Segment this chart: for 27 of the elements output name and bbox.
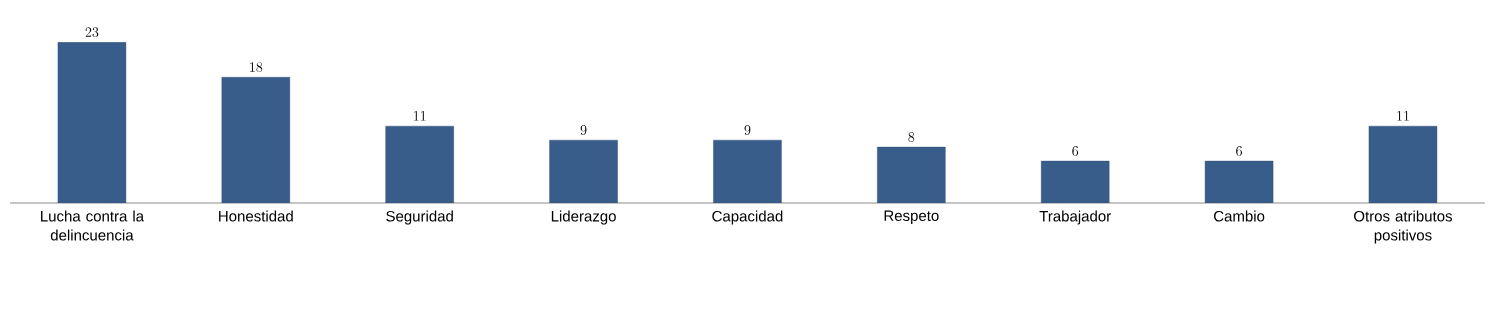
bar <box>1204 160 1274 203</box>
x-tick-label: Honestidad <box>219 210 293 222</box>
x-tick-label: Cambio <box>1214 210 1265 222</box>
data-label: 23 <box>85 27 99 38</box>
data-label: 18 <box>250 62 263 73</box>
data-label: 8 <box>908 132 915 142</box>
bar <box>385 125 454 203</box>
data-label: 6 <box>1236 146 1242 156</box>
bar <box>1041 160 1110 203</box>
x-tick-label: Lucha contra la delincuencia <box>41 210 145 241</box>
x-tick-label: Otros atributos positivos <box>1354 210 1452 244</box>
bar <box>877 146 946 203</box>
bar <box>713 139 782 203</box>
data-label: 11 <box>413 111 426 121</box>
x-tick-label: Seguridad <box>386 210 453 225</box>
data-label: 9 <box>744 125 751 135</box>
x-tick-label: Capacidad <box>712 210 783 225</box>
x-tick-label: Trabajador <box>1039 210 1111 225</box>
x-tick-label: Respeto <box>884 210 939 224</box>
bar <box>549 139 618 203</box>
bar <box>1368 125 1438 203</box>
data-label: 6 <box>1072 146 1079 156</box>
data-label: 11 <box>1397 111 1409 121</box>
bar <box>57 42 127 203</box>
bar <box>221 77 291 203</box>
x-tick-label: Liderazgo <box>551 210 616 225</box>
data-label: 9 <box>580 125 587 135</box>
